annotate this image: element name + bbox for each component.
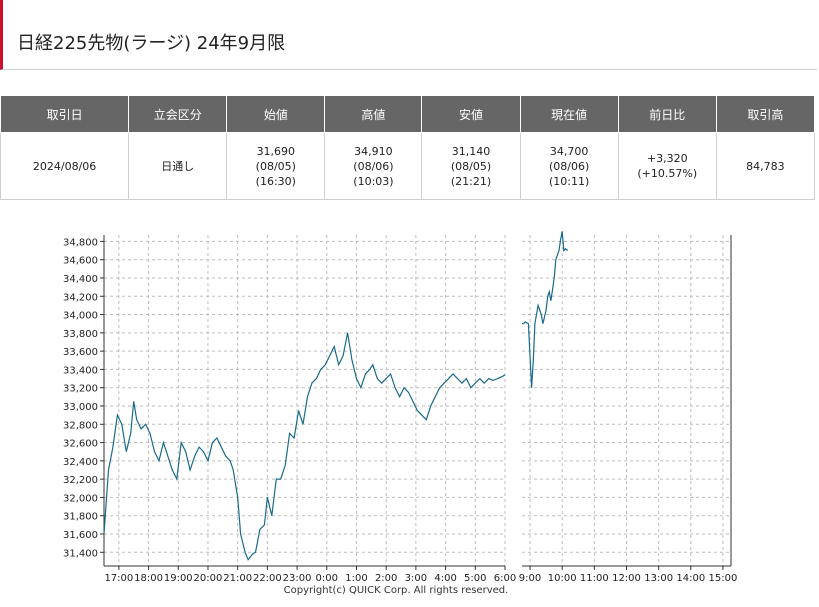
x-tick-label: 19:00 (164, 573, 193, 584)
low-date: (08/05) (450, 159, 492, 173)
y-tick-label: 34,400 (63, 274, 98, 285)
header-volume: 取引高 (715, 95, 816, 133)
series-layer (103, 231, 569, 561)
y-tick-label: 32,400 (63, 457, 98, 468)
x-tick-label: 17:00 (104, 573, 133, 584)
x-tick-label: 10:00 (548, 573, 577, 584)
y-tick-label: 32,000 (63, 493, 98, 504)
x-tick-label: 11:00 (580, 573, 609, 584)
change-value: +3,320 (646, 152, 688, 165)
y-tick-label: 32,800 (63, 420, 98, 431)
header-change: 前日比 (617, 95, 717, 133)
y-tick-label: 33,400 (63, 365, 98, 376)
copyright-text: Copyright(c) QUICK Corp. All rights rese… (284, 585, 509, 596)
y-tick-label: 34,000 (63, 311, 98, 322)
session-cell: 日通し (128, 132, 228, 200)
x-tick-label: 1:00 (345, 573, 367, 584)
quote-row: 2024/08/06 日通し 31,690 (08/05) (16:30) 34… (0, 132, 816, 200)
quote-table: 取引日 立会区分 始値 高値 安値 現在値 前日比 取引高 2024/08/06… (0, 95, 816, 200)
axis-layer: 31,400 31,600 31,800 32,000 32,200 32,400 32,6… (63, 235, 737, 584)
header-high: 高値 (324, 95, 423, 133)
header-open: 始値 (226, 95, 326, 133)
change-percent: (+10.57%) (637, 167, 698, 180)
y-tick-label: 34,800 (63, 237, 98, 248)
chart-svg: 31,400 31,600 31,800 32,000 32,200 32,400 32,6… (63, 231, 737, 596)
current-time: (10:11) (549, 174, 590, 188)
open-price: 31,690 (256, 144, 296, 158)
x-tick-label: 23:00 (283, 573, 312, 584)
price-line-night (103, 332, 506, 561)
x-tick-label: 15:00 (709, 573, 738, 584)
x-tick-label: 2:00 (375, 573, 397, 584)
y-tick-label: 34,200 (63, 292, 98, 303)
header-session: 立会区分 (128, 95, 228, 133)
header-trade-date: 取引日 (0, 95, 130, 133)
x-tick-label: 14:00 (676, 573, 705, 584)
y-tick-label: 31,600 (63, 530, 98, 541)
title-bar: 日経225先物(ラージ) 24年9月限 (0, 0, 817, 70)
low-cell: 31,140 (08/05) (21:21) (421, 132, 521, 200)
x-tick-label: 0:00 (316, 573, 338, 584)
high-date: (08/06) (353, 159, 394, 173)
header-low: 安値 (421, 95, 521, 133)
change-cell: +3,320 (+10.57%) (617, 132, 717, 200)
y-tick-label: 34,600 (63, 256, 98, 267)
open-date: (08/05) (255, 159, 296, 173)
y-tick-label: 33,200 (63, 384, 98, 395)
x-tick-label: 12:00 (612, 573, 641, 584)
open-time: (16:30) (255, 174, 296, 188)
x-tick-label: 6:00 (494, 573, 516, 584)
x-tick-label: 13:00 (644, 573, 673, 584)
current-date: (08/06) (549, 159, 590, 173)
price-line-day (522, 231, 569, 388)
y-tick-label: 31,400 (63, 548, 98, 559)
y-tick-label: 33,000 (63, 402, 98, 413)
page-title: 日経225先物(ラージ) 24年9月限 (17, 33, 286, 54)
high-cell: 34,910 (08/06) (10:03) (324, 132, 423, 200)
y-tick-label: 32,200 (63, 475, 98, 486)
y-tick-label: 32,600 (63, 439, 98, 450)
x-tick-label: 22:00 (253, 573, 282, 584)
high-time: (10:03) (353, 174, 394, 188)
grid-layer (104, 235, 731, 566)
x-tick-label: 20:00 (194, 573, 223, 584)
quote-header-row: 取引日 立会区分 始値 高値 安値 現在値 前日比 取引高 (0, 95, 816, 133)
x-tick-label: 3:00 (405, 573, 427, 584)
x-tick-label: 4:00 (434, 573, 456, 584)
y-tick-label: 33,800 (63, 329, 98, 340)
intraday-chart: 31,400 31,600 31,800 32,000 32,200 32,400 32,6… (0, 226, 819, 603)
volume-cell: 84,783 (715, 132, 816, 200)
x-tick-label: 18:00 (134, 573, 163, 584)
x-tick-label: 9:00 (519, 573, 541, 584)
current-price: 34,700 (549, 144, 589, 158)
current-cell: 34,700 (08/06) (10:11) (519, 132, 619, 200)
low-time: (21:21) (450, 174, 492, 188)
y-tick-label: 31,800 (63, 512, 98, 523)
low-price: 31,140 (451, 144, 491, 158)
high-price: 34,910 (354, 144, 393, 158)
x-tick-label: 5:00 (464, 573, 486, 584)
trade-date-cell: 2024/08/06 (0, 132, 130, 200)
y-tick-label: 33,600 (63, 347, 98, 358)
x-tick-label: 21:00 (223, 573, 252, 584)
open-cell: 31,690 (08/05) (16:30) (226, 132, 326, 200)
header-current: 現在値 (519, 95, 619, 133)
